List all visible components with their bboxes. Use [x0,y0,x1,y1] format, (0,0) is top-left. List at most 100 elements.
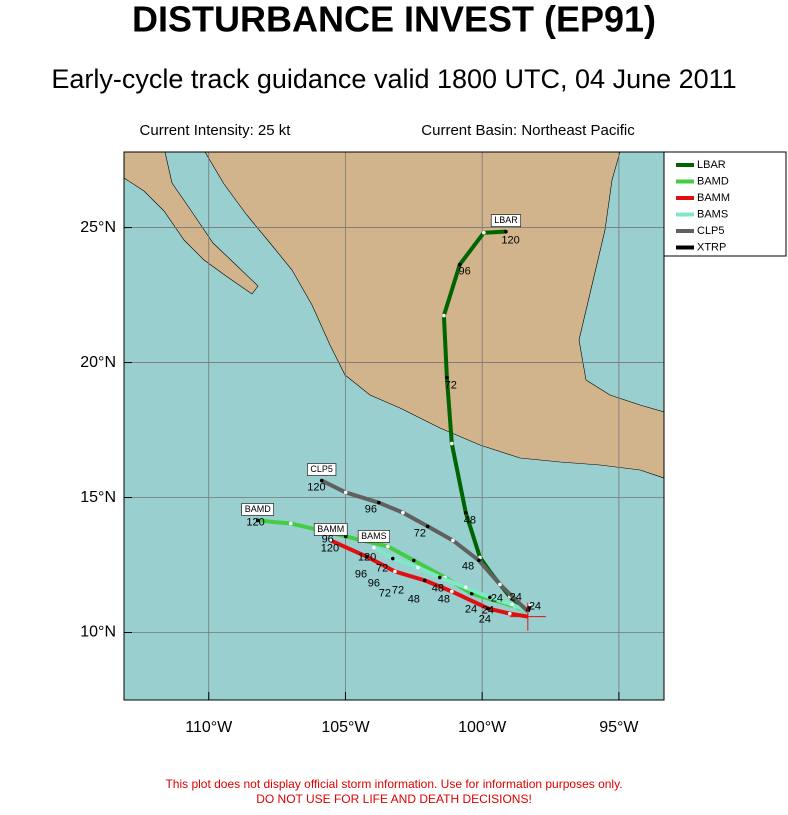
forecast-hour-label: 120 [358,551,376,563]
track-point [477,558,481,563]
forecast-hour-label: 120 [246,517,264,529]
subtitle: Early-cycle track guidance valid 1800 UT… [51,64,736,94]
track-end-box [307,463,337,476]
forecast-hour-label: 24 [510,591,522,603]
forecast-hour-label: 48 [408,593,420,605]
track-end-label: BAMM [317,524,344,534]
basin: Current Basin: Northeast Pacific [421,122,635,139]
track-point [343,490,348,495]
legend-label: CLP5 [697,225,725,237]
land [204,152,664,479]
track-point [486,606,490,611]
track-point [386,544,390,549]
y-tick-label: 25°N [80,219,116,236]
track-end-label: BAMD [245,504,272,514]
title: DISTURBANCE INVEST (EP91) [132,0,656,40]
track-point [469,591,474,596]
track-point [437,575,442,580]
track-point [328,538,333,543]
track-point [393,569,397,574]
track-point [488,595,492,600]
forecast-hour-label: 96 [322,534,334,546]
y-tick-label: 10°N [80,624,116,641]
track-end-box [357,530,390,543]
forecast-hour-label: 96 [368,578,380,590]
legend [663,151,787,257]
forecast-hour-label: 24 [482,605,494,617]
forecast-hour-label: 72 [379,588,391,600]
track-point [288,521,293,526]
track-point [463,510,468,515]
track-point [425,524,430,529]
track-end-label: CLP5 [310,464,333,474]
track-end-label: LBAR [494,215,518,225]
forecast-hour-label: 96 [459,265,471,277]
disclaimer: DO NOT USE FOR LIFE AND DEATH DECISIONS! [256,792,532,806]
forecast-hour-label: 48 [438,593,450,605]
track-point [482,230,486,235]
track-point [445,375,449,380]
forecast-hour-label: 24 [491,592,503,604]
track-point [319,478,324,483]
legend-label: XTRP [697,241,726,253]
track-point [507,611,512,616]
disclaimer: This plot does not display official stor… [165,777,622,791]
x-tick-label: 105°W [321,719,370,736]
legend-label: BAMS [697,208,728,220]
track-point [416,565,420,570]
forecast-hour-label: 24 [529,601,541,613]
track-point [372,545,376,550]
track-point [457,262,462,267]
track-point [442,313,446,318]
x-tick-label: 100°W [458,719,507,736]
track-point [412,558,416,563]
forecast-hour-label: 72 [414,527,426,539]
track-point [390,556,395,561]
track-point [504,229,508,234]
forecast-hour-label: 24 [465,603,477,615]
y-tick-label: 15°N [80,489,116,506]
track-point [422,578,427,583]
track-point [364,554,369,559]
y-tick-label: 20°N [80,354,116,371]
track-point [527,602,532,607]
map-frame [123,151,665,701]
track-end-box [313,523,348,536]
track-point [510,602,514,607]
forecast-hour-label: 48 [464,514,476,526]
forecast-hour-label: 48 [462,560,474,572]
track-point [450,441,454,446]
track-point [377,500,381,505]
track-line [329,538,529,619]
land [124,152,259,295]
forecast-hour-label: 120 [501,234,519,246]
forecast-hour-label: 120 [321,542,339,554]
forecast-hour-label: 96 [355,568,367,580]
forecast-hour-label: 48 [432,582,444,594]
track-end-box [490,214,522,227]
track-point [451,538,455,543]
track-point [498,582,502,587]
intensity: Current Intensity: 25 kt [140,122,292,139]
forecast-hour-label: 24 [479,613,491,625]
legend-label: BAMM [697,192,730,204]
track-end-label: BAMS [361,531,387,541]
track-end-box [241,503,275,516]
legend-label: BAMD [697,175,729,187]
track-point [463,585,468,590]
x-tick-label: 95°W [599,719,639,736]
track-line [372,545,529,614]
forecast-hour-label: 72 [445,379,457,391]
forecast-hour-label: 72 [392,584,404,596]
legend-label: LBAR [697,159,726,171]
forecast-hour-label: 72 [376,562,388,574]
track-point [255,518,260,523]
map [124,152,664,700]
forecast-hour-label: 120 [307,481,325,493]
tracks [255,229,532,619]
track-point [401,510,405,515]
forecast-hour-label: 96 [365,504,377,516]
track-point [450,589,454,594]
x-tick-label: 110°W [185,719,233,736]
